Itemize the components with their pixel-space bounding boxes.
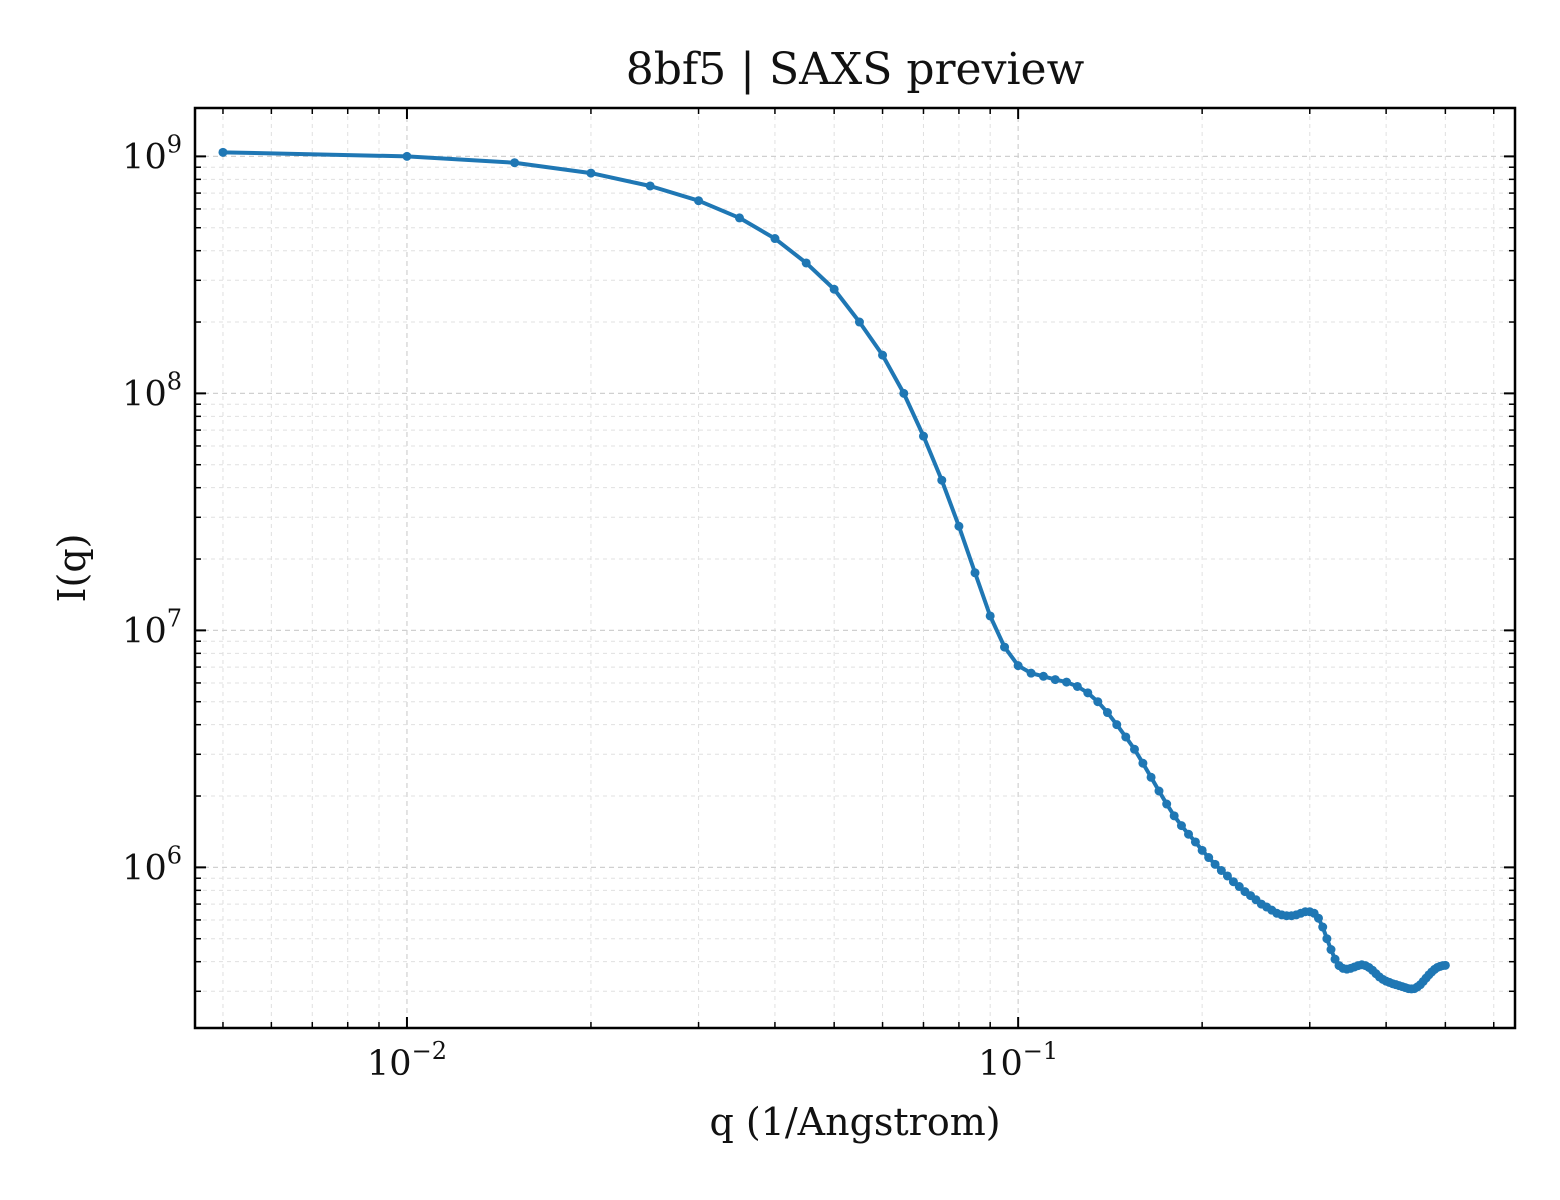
data-point <box>1038 671 1048 681</box>
data-point <box>1000 642 1010 652</box>
data-point <box>899 388 909 398</box>
data-point <box>1440 960 1450 970</box>
data-point <box>878 350 888 360</box>
data-point <box>854 317 864 327</box>
x-tick-label: 10−1 <box>978 1037 1058 1084</box>
data-point <box>970 568 980 578</box>
y-tick-label: 108 <box>122 367 182 414</box>
data-point <box>1162 799 1172 809</box>
data-point <box>1154 786 1164 796</box>
y-tick-label: 109 <box>122 130 182 177</box>
data-point <box>1062 677 1072 687</box>
data-point <box>954 521 964 531</box>
grid <box>195 108 1515 1028</box>
tick-labels: 10−2 10−1 106 107 108 109 <box>122 130 1058 1084</box>
data-point <box>1072 681 1082 691</box>
data-point <box>1326 945 1336 955</box>
data-point <box>801 258 811 268</box>
axis-ticks <box>195 108 1515 1028</box>
data-point <box>1330 954 1340 964</box>
x-tick-label: 10−2 <box>367 1037 447 1084</box>
y-tick-label: 107 <box>122 604 182 651</box>
data-point <box>1129 744 1139 754</box>
data-point <box>1322 934 1332 944</box>
data-point <box>645 181 655 191</box>
data-point <box>1184 829 1194 839</box>
data-point <box>1050 675 1060 685</box>
data-point <box>1026 668 1036 678</box>
series-layer <box>218 147 1450 994</box>
data-point <box>1083 688 1093 698</box>
data-point <box>1190 837 1200 847</box>
data-point <box>1138 758 1148 768</box>
data-point <box>1146 772 1156 782</box>
data-point <box>1197 845 1207 855</box>
data-point <box>770 234 780 244</box>
data-point <box>1210 859 1220 869</box>
data-point <box>1013 661 1023 671</box>
data-point <box>918 431 928 441</box>
data-point <box>1204 853 1214 863</box>
plot-frame <box>193 106 1517 1030</box>
data-point <box>402 151 412 161</box>
data-point <box>734 213 744 223</box>
data-point <box>1112 720 1122 730</box>
data-point <box>586 168 596 178</box>
data-point <box>510 158 520 168</box>
data-point <box>694 196 704 206</box>
data-point <box>937 475 947 485</box>
data-point <box>1176 821 1186 831</box>
data-point <box>1313 913 1323 923</box>
data-point <box>1216 866 1226 875</box>
y-axis-label: I(q) <box>50 534 94 603</box>
data-point <box>1222 871 1232 881</box>
y-tick-label: 106 <box>122 841 182 888</box>
data-point <box>985 611 995 621</box>
data-point <box>218 147 228 157</box>
data-point <box>1121 732 1131 742</box>
chart-title: 8bf5 | SAXS preview <box>626 44 1085 95</box>
data-point <box>1318 922 1328 932</box>
data-point <box>1093 697 1103 707</box>
data-point <box>1169 811 1179 821</box>
data-point <box>1102 708 1112 718</box>
x-axis-label: q (1/Angstrom) <box>709 1100 1000 1144</box>
data-point <box>829 284 839 294</box>
